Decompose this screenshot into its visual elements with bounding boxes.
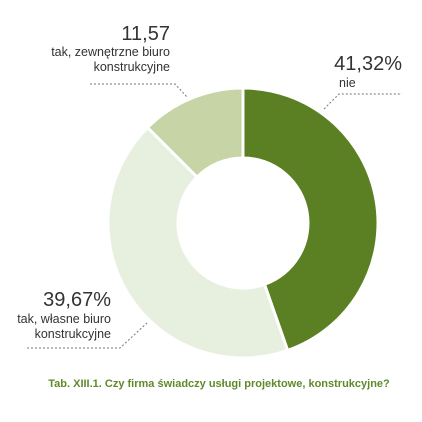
donut-slices xyxy=(106,86,380,360)
slice-value-wlasne: 39,67% xyxy=(43,289,111,311)
slice-label-wlasne-line1: tak, własne biuro xyxy=(17,312,111,326)
slice-value-zewnetrzne: 11,57 xyxy=(121,23,170,45)
chart-caption: Tab. XIII.1. Czy firma świadczy usługi p… xyxy=(48,378,390,390)
slice-label-zewnetrzne-line2: konstrukcyjne xyxy=(94,60,170,74)
leader-line-wlasne xyxy=(27,321,149,349)
slice-zewnetrzne xyxy=(146,86,245,179)
leader-line-zewnetrzne xyxy=(90,83,188,98)
slice-label-nie: nie xyxy=(339,76,356,90)
slice-value-nie: 41,32% xyxy=(334,53,402,75)
slice-wlasne xyxy=(106,126,290,360)
leader-line-nie xyxy=(323,93,402,110)
slice-label-wlasne-line2: konstrukcyjne xyxy=(35,327,111,341)
slice-label-zewnetrzne-line1: tak, zewnętrzne biuro xyxy=(51,45,170,59)
slice-nie xyxy=(241,86,380,352)
